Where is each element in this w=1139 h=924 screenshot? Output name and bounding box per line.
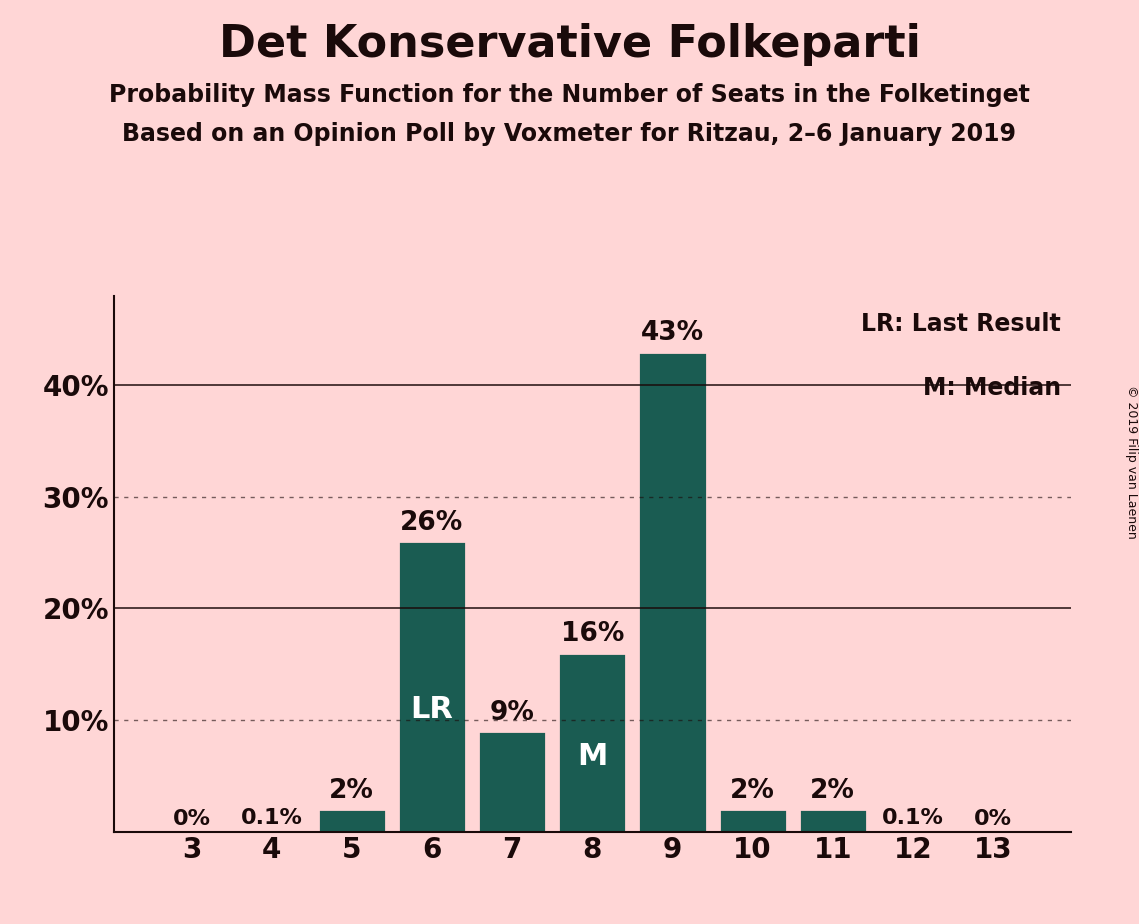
Text: 0.1%: 0.1% [240,808,303,828]
Bar [478,731,547,832]
Text: 43%: 43% [641,320,704,346]
Bar [558,653,626,832]
Text: 0%: 0% [172,809,211,830]
Text: Probability Mass Function for the Number of Seats in the Folketinget: Probability Mass Function for the Number… [109,83,1030,107]
Text: M: Median: M: Median [923,376,1062,400]
Text: 0%: 0% [974,809,1013,830]
Bar [318,809,386,832]
Bar [638,351,706,832]
Text: 2%: 2% [810,778,855,804]
Text: Det Konservative Folkeparti: Det Konservative Folkeparti [219,23,920,67]
Text: 9%: 9% [490,699,534,725]
Text: 2%: 2% [730,778,775,804]
Bar [398,541,466,832]
Text: LR: LR [410,695,453,724]
Text: 2%: 2% [329,778,375,804]
Text: LR: Last Result: LR: Last Result [861,311,1062,335]
Bar [719,809,787,832]
Bar [798,809,867,832]
Bar [238,831,305,832]
Text: 26%: 26% [400,510,464,536]
Text: © 2019 Filip van Laenen: © 2019 Filip van Laenen [1124,385,1138,539]
Text: Based on an Opinion Poll by Voxmeter for Ritzau, 2–6 January 2019: Based on an Opinion Poll by Voxmeter for… [123,122,1016,146]
Bar [879,831,947,832]
Text: M: M [577,742,607,771]
Text: 16%: 16% [560,621,624,648]
Text: 0.1%: 0.1% [882,808,944,828]
